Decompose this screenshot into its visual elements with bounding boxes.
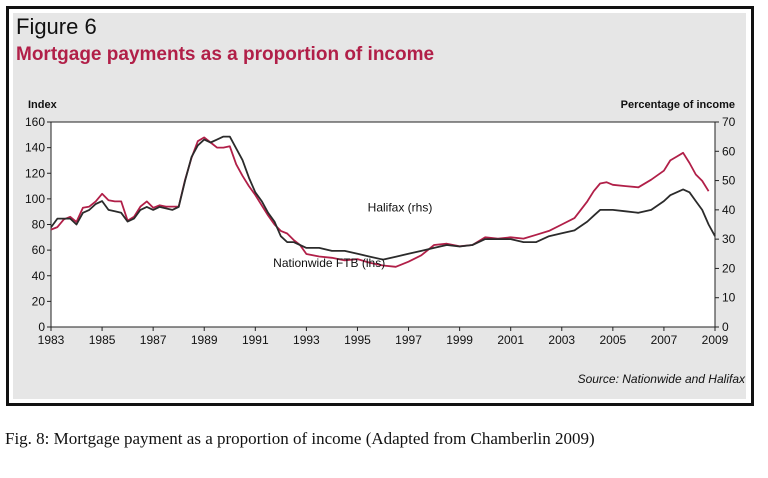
series-annotation: Halifax (rhs) bbox=[368, 201, 433, 215]
x-tick-label: 1999 bbox=[446, 333, 473, 347]
series-line-halifax bbox=[50, 135, 716, 261]
x-tick-label: 1997 bbox=[395, 333, 422, 347]
x-tick-label: 2003 bbox=[548, 333, 575, 347]
y-right-tick-label: 20 bbox=[722, 261, 736, 275]
y-left-tick-label: 40 bbox=[32, 269, 46, 283]
x-tick-label: 1991 bbox=[242, 333, 269, 347]
y-axis-right-label: Percentage of income bbox=[621, 99, 735, 111]
y-right-tick-label: 10 bbox=[722, 291, 736, 305]
x-tick-label: 2007 bbox=[651, 333, 678, 347]
x-tick-label: 2001 bbox=[497, 333, 524, 347]
x-tick-label: 1993 bbox=[293, 333, 320, 347]
source-note: Source: Nationwide and Halifax bbox=[578, 372, 746, 386]
x-tick-label: 1983 bbox=[38, 333, 65, 347]
figure-caption: Fig. 8: Mortgage payment as a proportion… bbox=[5, 429, 595, 448]
series-line-nationwide-ftb bbox=[50, 136, 710, 268]
y-left-tick-label: 120 bbox=[25, 166, 45, 180]
x-tick-label: 1985 bbox=[89, 333, 116, 347]
y-right-tick-label: 40 bbox=[722, 203, 736, 217]
plot-area bbox=[50, 121, 716, 328]
y-left-tick-label: 160 bbox=[25, 115, 45, 129]
y-left-tick-label: 20 bbox=[32, 294, 46, 308]
y-right-tick-label: 0 bbox=[722, 320, 729, 334]
x-tick-label: 1989 bbox=[191, 333, 218, 347]
x-tick-label: 1987 bbox=[140, 333, 167, 347]
y-left-tick-label: 60 bbox=[32, 243, 46, 257]
series-annotation: Nationwide FTB (lhs) bbox=[273, 256, 385, 270]
x-tick-label: 2009 bbox=[702, 333, 729, 347]
y-left-tick-label: 100 bbox=[25, 192, 45, 206]
y-axis-left-label: Index bbox=[28, 99, 58, 111]
y-right-tick-label: 70 bbox=[722, 115, 736, 129]
y-right-tick-label: 60 bbox=[722, 144, 736, 158]
y-left-tick-label: 0 bbox=[38, 320, 45, 334]
y-left-tick-label: 140 bbox=[25, 141, 45, 155]
figure-title: Mortgage payments as a proportion of inc… bbox=[16, 44, 435, 65]
figure-label: Figure 6 bbox=[16, 14, 97, 39]
x-tick-label: 1995 bbox=[344, 333, 371, 347]
y-right-tick-label: 30 bbox=[722, 232, 736, 246]
y-right-tick-label: 50 bbox=[722, 174, 736, 188]
x-tick-label: 2005 bbox=[599, 333, 626, 347]
y-left-tick-label: 80 bbox=[32, 218, 46, 232]
